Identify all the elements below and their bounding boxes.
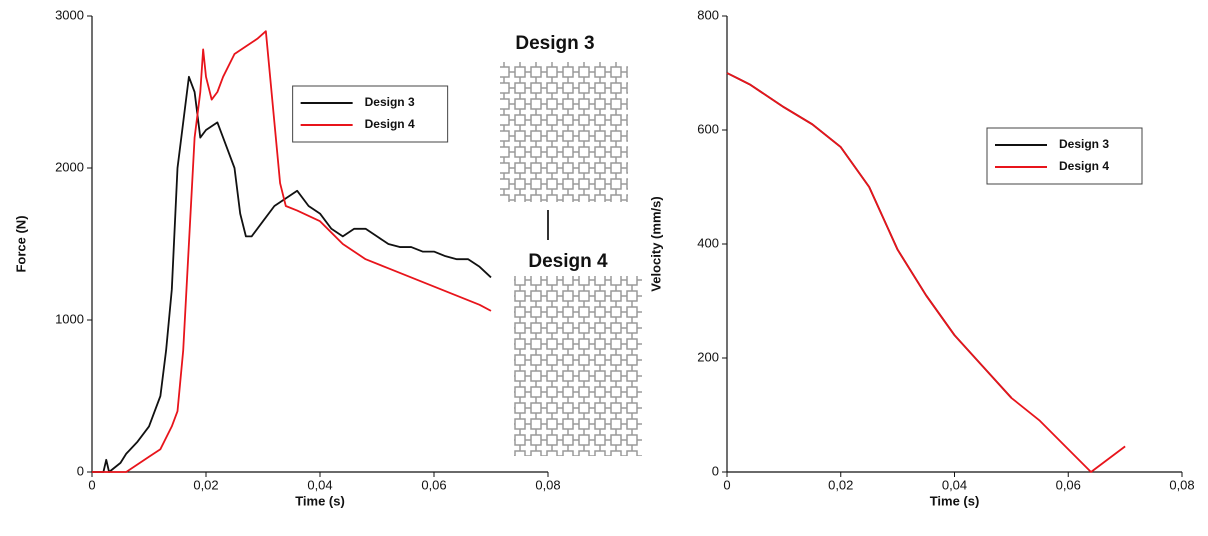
- y-axis-title: Velocity (mm/s): [648, 196, 663, 291]
- y-tick-label: 2000: [55, 159, 84, 174]
- y-tick-label: 400: [697, 235, 719, 250]
- inset-title: Design 4: [528, 251, 608, 272]
- legend-label: Design 4: [1059, 159, 1109, 173]
- y-axis-title: Force (N): [13, 215, 28, 272]
- legend-label: Design 4: [365, 117, 415, 131]
- legend-box: [292, 85, 449, 143]
- data-line: [92, 30, 492, 473]
- legend-label: Design 3: [365, 95, 415, 109]
- x-axis-title: Time (s): [295, 493, 345, 508]
- x-tick-label: 0,06: [421, 477, 446, 492]
- x-tick-label: 0,02: [193, 477, 218, 492]
- lattice-image: [514, 276, 642, 456]
- inset-title: Design 3: [515, 33, 594, 54]
- y-tick-label: 200: [697, 349, 719, 364]
- y-tick-label: 600: [697, 121, 719, 136]
- x-tick-label: 0,08: [1169, 477, 1194, 492]
- x-tick-label: 0: [723, 477, 730, 492]
- data-line: [726, 72, 1013, 399]
- legend-label: Design 3: [1059, 137, 1109, 151]
- lattice-image: [500, 62, 628, 202]
- legend-box: [986, 127, 1143, 185]
- x-tick-label: 0,04: [942, 477, 967, 492]
- x-tick-label: 0: [88, 477, 95, 492]
- y-tick-label: 1000: [55, 311, 84, 326]
- x-tick-label: 0,08: [535, 477, 560, 492]
- y-tick-label: 3000: [55, 7, 84, 22]
- y-tick-label: 800: [697, 7, 719, 22]
- data-line: [726, 72, 1126, 473]
- x-tick-label: 0,06: [1056, 477, 1081, 492]
- x-tick-label: 0,02: [828, 477, 853, 492]
- y-tick-label: 0: [77, 463, 84, 478]
- y-tick-label: 0: [712, 463, 719, 478]
- x-tick-label: 0,04: [307, 477, 332, 492]
- data-line: [92, 75, 492, 473]
- x-axis-title: Time (s): [930, 493, 980, 508]
